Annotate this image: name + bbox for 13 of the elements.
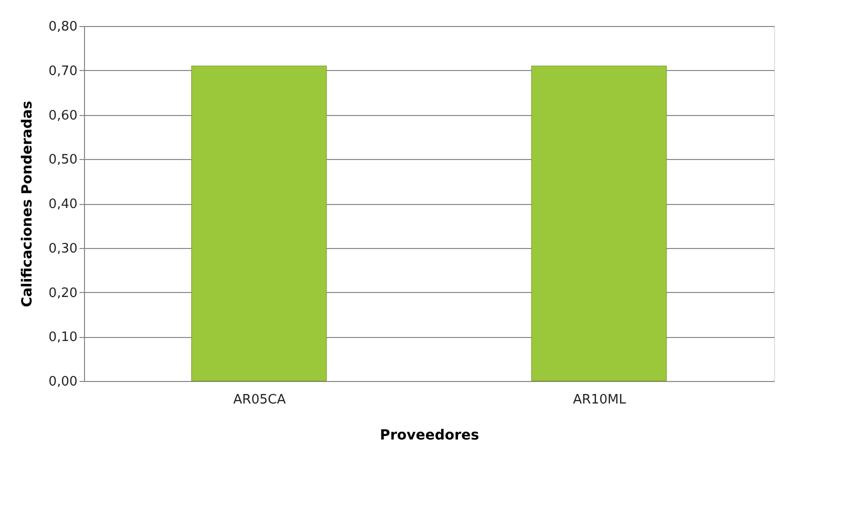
- x-tick-label: AR10ML: [573, 392, 627, 408]
- y-tick-label: 0,30: [48, 241, 78, 256]
- y-tick-label: 0,10: [48, 330, 78, 346]
- x-tick-label: AR05CA: [233, 392, 286, 408]
- y-axis-title: Calificaciones Ponderadas: [20, 100, 36, 308]
- y-tick-label: 0,00: [48, 374, 78, 390]
- y-tick-label: 0,20: [48, 286, 78, 301]
- y-tick-label: 0,50: [48, 152, 78, 168]
- y-tick-label: 0,60: [48, 108, 78, 124]
- x-axis-title: Proveedores: [380, 428, 480, 444]
- y-tick-label: 0,80: [48, 20, 78, 34]
- y-tick-label: 0,70: [48, 64, 78, 79]
- y-tick-label: 0,40: [48, 197, 78, 212]
